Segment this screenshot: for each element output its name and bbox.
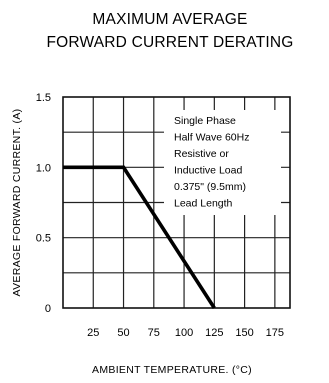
x-tick-label-6: 175 bbox=[266, 327, 284, 339]
y-tick-label-2: 1.0 bbox=[36, 162, 51, 174]
annotation-line-2: Resistive or bbox=[174, 148, 229, 160]
chart-title-line-1: MAXIMUM AVERAGE bbox=[92, 11, 247, 28]
x-tick-label-1: 50 bbox=[117, 327, 129, 339]
x-tick-label-5: 150 bbox=[235, 327, 253, 339]
annotation-line-0: Single Phase bbox=[174, 115, 236, 127]
chart-title: MAXIMUM AVERAGE FORWARD CURRENT DERATING bbox=[46, 11, 293, 51]
annotation-line-1: Half Wave 60Hz bbox=[174, 132, 249, 144]
x-tick-label-4: 125 bbox=[205, 327, 223, 339]
x-tick-labels: 25 50 75 100 125 150 175 bbox=[87, 327, 284, 339]
y-tick-label-0: 0 bbox=[45, 303, 51, 315]
series-layer bbox=[63, 165, 216, 309]
y-tick-label-1: 0.5 bbox=[36, 233, 51, 245]
annotation-line-4: 0.375" (9.5mm) bbox=[174, 181, 246, 193]
y-tick-labels: 0 0.5 1.0 1.5 bbox=[36, 92, 51, 315]
annotation-line-3: Inductive Load bbox=[174, 165, 242, 177]
annotation-box: Single Phase Half Wave 60Hz Resistive or In… bbox=[164, 110, 281, 215]
x-axis-label: AMBIENT TEMPERATURE. (°C) bbox=[92, 364, 252, 376]
annotation-line-5: Lead Length bbox=[174, 198, 233, 210]
x-tick-label-2: 75 bbox=[148, 327, 160, 339]
y-axis-label: AVERAGE FORWARD CURRENT. (A) bbox=[11, 109, 23, 297]
x-tick-label-3: 100 bbox=[175, 327, 193, 339]
y-tick-label-3: 1.5 bbox=[36, 92, 51, 104]
annotation-background bbox=[164, 110, 281, 215]
chart-title-line-2: FORWARD CURRENT DERATING bbox=[46, 34, 293, 51]
x-tick-label-0: 25 bbox=[87, 327, 99, 339]
derating-curve-0 bbox=[63, 165, 216, 309]
plot-frame bbox=[62, 96, 291, 309]
